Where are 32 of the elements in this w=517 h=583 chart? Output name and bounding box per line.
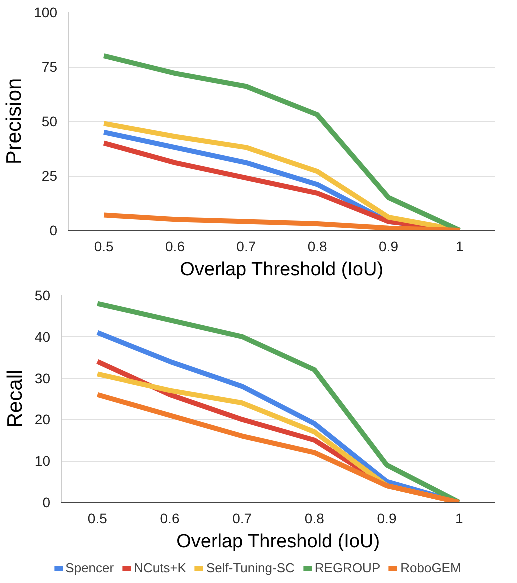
- x-tick-label: 0.9: [379, 238, 399, 254]
- x-tick-label: 0.7: [236, 238, 256, 254]
- legend-label: NCuts+K: [134, 560, 186, 576]
- y-tick-label: 0: [42, 494, 51, 510]
- x-tick-label: 0.6: [166, 238, 186, 254]
- y-tick-label: 30: [34, 370, 51, 386]
- x-tick-label: 0.5: [94, 238, 114, 254]
- y-axis-title: Recall: [4, 370, 27, 428]
- x-tick-label: 0.5: [88, 510, 108, 526]
- y-tick-label: 75: [42, 59, 58, 75]
- legend-label: Self-Tuning-SC: [206, 560, 295, 576]
- y-tick-label: 25: [42, 168, 58, 184]
- x-axis-title: Overlap Threshold (IoU): [180, 260, 384, 280]
- y-tick-label: 50: [42, 114, 58, 130]
- x-tick-label: 1: [456, 238, 464, 254]
- y-tick-label: 40: [34, 328, 51, 345]
- y-tick-label: 100: [34, 4, 58, 20]
- y-tick-label: 50: [34, 288, 51, 304]
- legend-label: REGROUP: [314, 560, 381, 576]
- x-tick-label: 0.8: [304, 510, 325, 526]
- y-tick-label: 0: [50, 222, 58, 238]
- y-axis-title: Precision: [3, 78, 26, 165]
- legend-label: RoboGEM: [400, 560, 462, 576]
- x-tick-label: 0.9: [377, 510, 397, 526]
- x-tick-label: 0.8: [308, 238, 328, 254]
- x-axis-title: Overlap Threshold (IoU): [176, 532, 380, 552]
- legend-label: Spencer: [66, 560, 114, 576]
- y-tick-label: 10: [34, 453, 51, 470]
- x-tick-label: 0.6: [160, 510, 180, 526]
- x-tick-label: 1: [455, 510, 464, 526]
- x-tick-label: 0.7: [232, 510, 252, 526]
- y-tick-label: 20: [34, 412, 51, 428]
